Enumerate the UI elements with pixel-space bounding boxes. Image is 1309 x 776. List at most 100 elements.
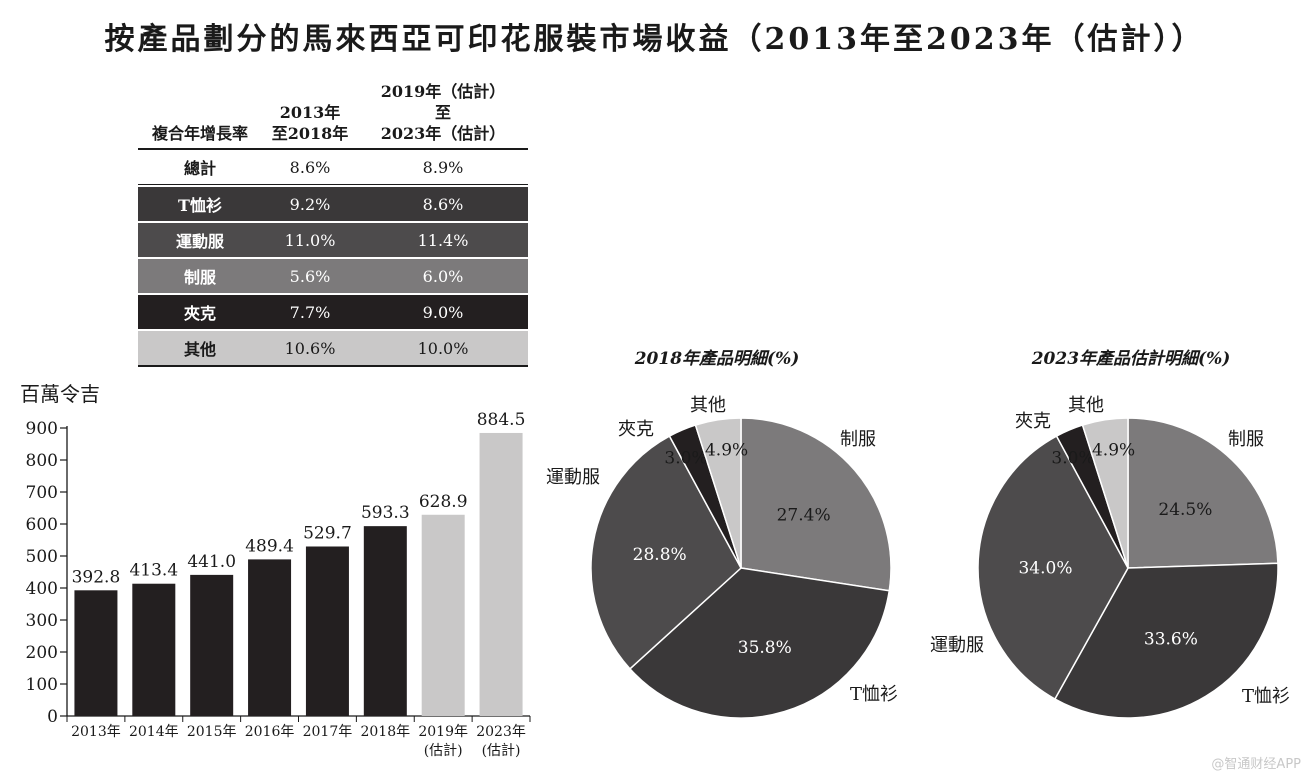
cagr-table-header: 複合年增長率 2013年 至2018年 2019年（估計） 至 2023年（估計…	[138, 72, 528, 150]
x-tick-label: 2018年	[360, 724, 410, 740]
bar-value-label: 441.0	[187, 552, 236, 572]
pie-chart-2018: 2018年產品明細(%) 27.4% 制服 35.8% T恤衫 28.8% 運動服 3.0% 夾…	[546, 349, 898, 719]
bar	[363, 526, 407, 716]
pie-category-label: T恤衫	[1242, 686, 1290, 707]
x-tick-label: 2017年	[303, 724, 353, 740]
pie-slice-tshirt	[1053, 562, 1279, 719]
cagr-row-total: 總計 8.6% 8.9%	[138, 150, 528, 185]
x-tick-label: 2015年	[187, 724, 237, 740]
pie-category-label: 運動服	[930, 635, 984, 656]
cagr-row-tshirt: T恤衫 9.2% 8.6%	[138, 187, 528, 221]
cagr-row-label: 制服	[183, 268, 216, 287]
bar	[132, 583, 176, 716]
y-tick-label: 900	[26, 419, 58, 439]
bar-value-label: 593.3	[361, 503, 410, 523]
cagr-value-2013-2018: 8.6%	[289, 157, 331, 177]
cagr-header-period-1-line-1: 2013年	[279, 103, 341, 122]
bar-value-label: 529.7	[303, 523, 352, 543]
bar-value-label: 413.4	[129, 561, 178, 581]
pie-slice-uniform	[740, 417, 892, 592]
bar	[305, 546, 349, 716]
cagr-header-period-1-line-2: 至2018年	[271, 124, 349, 143]
revenue-bar-chart: 百萬令吉 0 100 200 300 400 500 600 700 800 900 392.8 201…	[20, 382, 531, 759]
cagr-value-2019-2023: 8.9%	[422, 157, 464, 177]
pie-category-label: 運動服	[546, 467, 600, 488]
cagr-row-label: 其他	[183, 340, 216, 359]
cagr-value-2013-2018: 9.2%	[289, 194, 331, 214]
bar-value-label: 884.5	[477, 410, 526, 430]
cagr-header-period-2: 2019年（估計） 至 2023年（估計）	[358, 81, 528, 144]
cagr-value-2019-2023: 9.0%	[422, 302, 464, 322]
y-axis-label: 百萬令吉	[20, 382, 100, 406]
x-tick-label: (估計)	[482, 743, 521, 759]
pie-percent-label: 24.5%	[1158, 500, 1212, 520]
cagr-row-other: 其他 10.6% 10.0%	[138, 331, 528, 365]
cagr-row-label: 總計	[183, 159, 216, 178]
pie-percent-label: 3.0%	[1051, 449, 1094, 469]
pie-percent-label: 4.9%	[1092, 440, 1135, 460]
x-tick-label: (估計)	[424, 743, 463, 759]
bar	[190, 574, 234, 716]
pie-slice-other	[1081, 417, 1129, 569]
cagr-header-period-1: 2013年 至2018年	[262, 102, 358, 144]
y-tick-label: 700	[26, 483, 58, 503]
y-tick-label: 400	[26, 579, 58, 599]
pie-category-label: 制服	[840, 429, 876, 450]
pie-slice-sportswear	[977, 435, 1129, 701]
x-tick-label: 2023年	[476, 724, 526, 740]
cagr-value-2013-2018: 10.6%	[284, 338, 336, 358]
bar-value-label: 489.4	[245, 536, 294, 556]
bar	[421, 514, 465, 716]
y-tick-label: 0	[47, 707, 58, 727]
pie-percent-label: 27.4%	[777, 505, 831, 525]
bar	[248, 559, 292, 716]
y-tick-label: 500	[26, 547, 58, 567]
cagr-header-period-2-line-1: 2019年（估計）	[380, 82, 506, 101]
pie-slice-tshirt	[628, 567, 891, 719]
pie-title: 2023年產品估計明細(%)	[1031, 349, 1231, 369]
watermark: @智通财经APP	[1211, 757, 1301, 772]
cagr-value-2019-2023: 10.0%	[417, 338, 469, 358]
cagr-row-sportswear: 運動服 11.0% 11.4%	[138, 223, 528, 257]
pie-percent-label: 34.0%	[1018, 558, 1072, 578]
cagr-table-bottom-rule	[138, 365, 528, 367]
pie-percent-label: 4.9%	[705, 440, 748, 460]
y-tick-label: 100	[26, 675, 58, 695]
cagr-header-label: 複合年增長率	[151, 124, 248, 143]
cagr-value-2013-2018: 7.7%	[289, 302, 331, 322]
y-tick-label: 300	[26, 611, 58, 631]
cagr-row-jacket: 夾克 7.7% 9.0%	[138, 295, 528, 329]
cagr-value-2019-2023: 11.4%	[417, 230, 469, 250]
pie-percent-label: 3.0%	[664, 449, 707, 469]
cagr-row-uniform: 制服 5.6% 6.0%	[138, 259, 528, 293]
cagr-header-period-2-line-3: 2023年（估計）	[380, 124, 506, 143]
pie-slice-other	[694, 417, 742, 569]
cagr-value-2019-2023: 8.6%	[422, 194, 464, 214]
bar-value-label: 628.9	[419, 492, 468, 512]
pie-category-label: T恤衫	[850, 684, 898, 705]
x-tick-label: 2019年	[418, 724, 468, 740]
pie-percent-label: 35.8%	[738, 638, 792, 658]
cagr-row-label: T恤衫	[178, 196, 222, 215]
cagr-row-label: 夾克	[183, 304, 216, 323]
pie-title: 2018年產品明細(%)	[634, 349, 800, 369]
bar-value-label: 392.8	[72, 567, 121, 587]
x-tick-label: 2014年	[129, 724, 179, 740]
cagr-header-period-2-line-2: 至	[434, 103, 451, 122]
y-tick-label: 600	[26, 515, 58, 535]
cagr-value-2013-2018: 11.0%	[284, 230, 336, 250]
pie-category-label: 夾克	[618, 419, 654, 440]
pie-category-label: 夾克	[1015, 411, 1051, 432]
pie-category-label: 其他	[690, 395, 726, 416]
cagr-value-2019-2023: 6.0%	[422, 266, 464, 286]
cagr-value-2013-2018: 5.6%	[289, 266, 331, 286]
x-tick-label: 2016年	[245, 724, 295, 740]
pie-percent-label: 28.8%	[633, 545, 687, 565]
y-tick-label: 200	[26, 643, 58, 663]
pie-chart-2023: 2023年產品估計明細(%) 24.5% 制服 33.6% T恤衫 34.0% 運動服 3.0…	[930, 349, 1290, 719]
y-tick-label: 800	[26, 451, 58, 471]
pie-category-label: 制服	[1228, 429, 1264, 450]
x-tick-label: 2013年	[71, 724, 121, 740]
page-title: 按產品劃分的馬來西亞可印花服裝市場收益（2013年至2023年（估計））	[104, 22, 1205, 57]
cagr-row-label: 運動服	[175, 232, 224, 251]
